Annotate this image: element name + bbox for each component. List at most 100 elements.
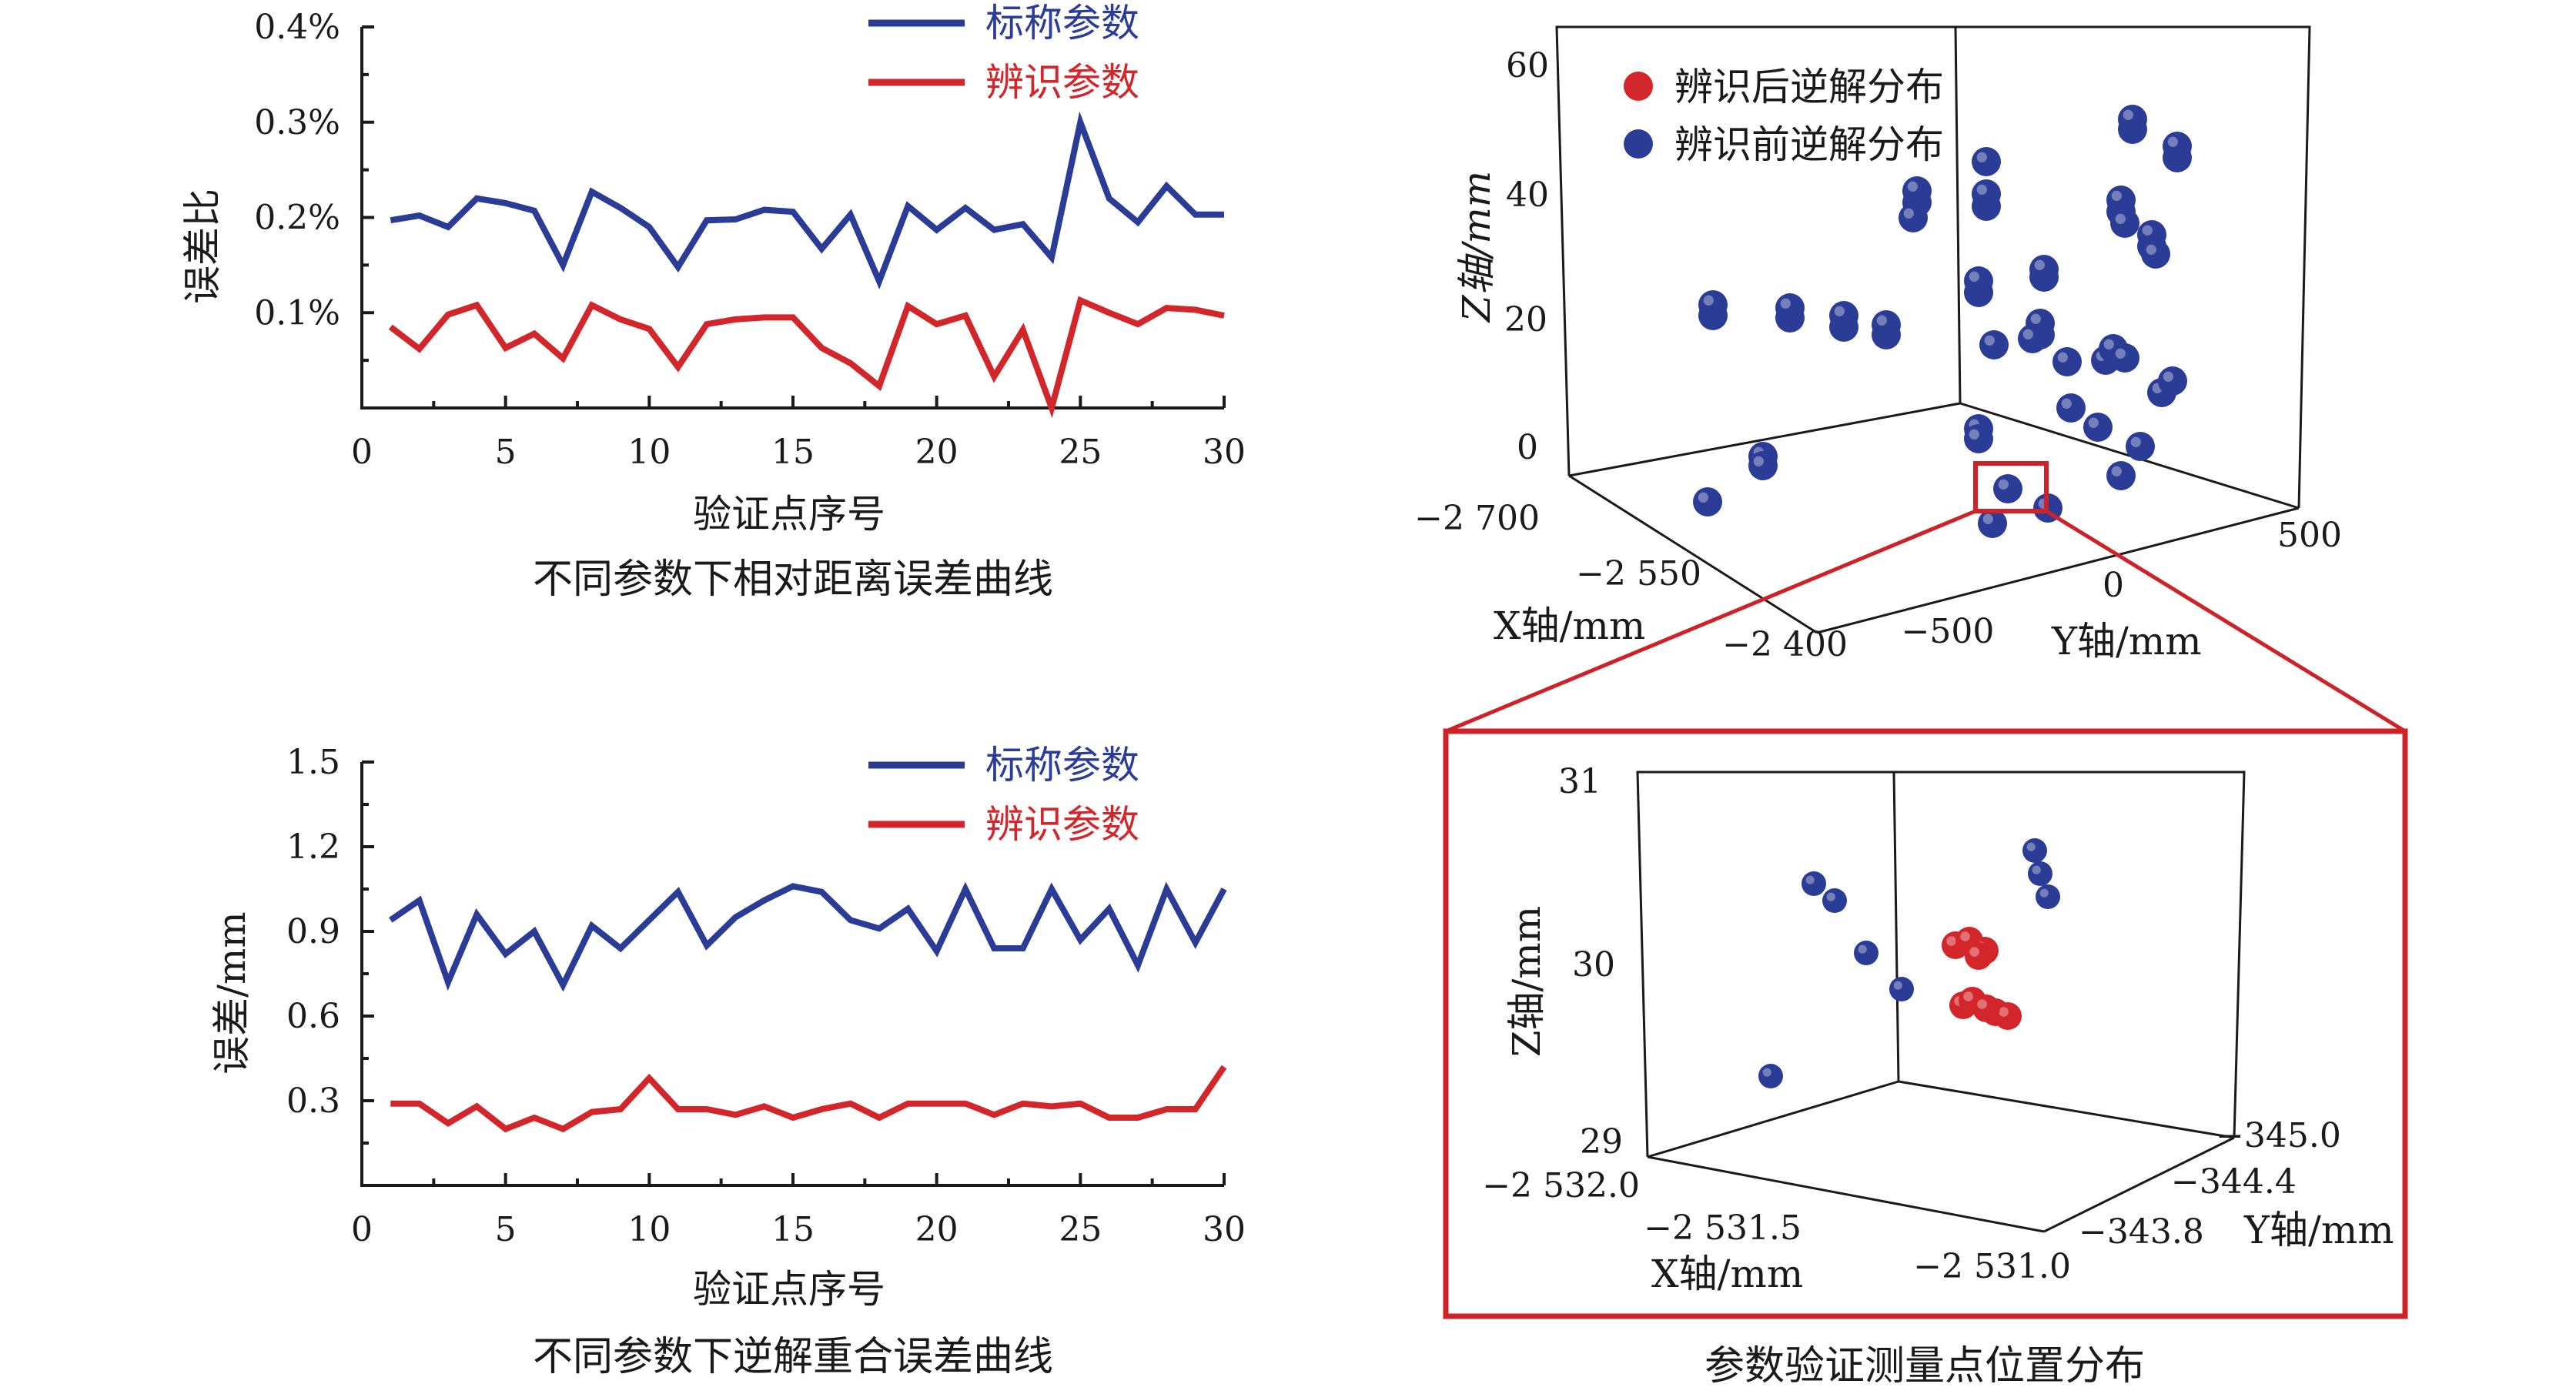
chart2-caption: 不同参数下逆解重合误差曲线: [533, 1334, 1053, 1380]
overview-x-ticks: −2 700 −2 550 −2 400: [1414, 499, 1848, 664]
p2-x-tick-label: 15: [771, 1210, 815, 1249]
overview-z-tick: 60: [1506, 46, 1549, 85]
chart1-y-ticks: 0.1% 0.2% 0.3% 0.4%: [254, 8, 374, 363]
overview-legend-marker-identified: [1624, 72, 1653, 101]
chart1-legend: 标称参数 辨识参数: [868, 1, 1139, 105]
zoom-point-nominal: [2022, 838, 2047, 863]
overview-point-nominal: [1978, 509, 2007, 538]
zoom-point-nominal: [1802, 871, 1826, 896]
distribution-caption: 参数验证测量点位置分布: [1705, 1343, 2145, 1389]
p2-x-tick-label: 5: [495, 1210, 517, 1249]
chart2-legend-label-nominal: 标称参数: [985, 743, 1139, 787]
zoom-y-tick: −345.0: [2216, 1116, 2341, 1155]
zoom-y-axis-label: Y轴/mm: [2243, 1208, 2394, 1252]
chart1-legend-label-identified: 辨识参数: [985, 60, 1139, 105]
p2-series-line-identified: [390, 1065, 1227, 1133]
overview-y-ticks: −500 0 500: [1902, 516, 2342, 651]
overview-z-ticks: 0 20 40 60: [1504, 46, 1549, 467]
p2-y-tick-label: 0.9: [286, 912, 340, 951]
zoom-point-nominal: [1854, 941, 1878, 965]
chart2-x-axis-label: 验证点序号: [693, 1267, 885, 1312]
overview-point-nominal: [1829, 301, 1858, 330]
overview-point-nominal: [2141, 239, 2170, 269]
p1-y-tick-label: 0.2%: [254, 199, 340, 238]
overview-y-tick: 500: [2277, 516, 2342, 555]
p1-x-tick-label: 30: [1203, 433, 1246, 472]
p2-y-tick-label: 0.6: [286, 997, 340, 1036]
overview-point-nominal: [1899, 203, 1928, 232]
inverse-coincidence-error-chart: 0.3 0.6 0.9 1.2 1.5 0 5 10 15 20 25 30 误差/mm 验证点序号…: [209, 743, 1246, 1380]
overview-point-nominal: [2083, 413, 2113, 442]
chart1-caption: 不同参数下相对距离误差曲线: [533, 557, 1053, 603]
zoom-frame: [1443, 728, 2408, 1319]
zoom-x-axis-label: X轴/mm: [1651, 1252, 1803, 1296]
zoom-z-ticks: 29 30 31: [1558, 762, 1623, 1162]
overview-point-nominal: [1693, 487, 1722, 516]
chart2-legend: 标称参数 辨识参数: [868, 743, 1139, 847]
chart2-legend-label-identified: 辨识参数: [985, 802, 1139, 847]
point-distribution-3d-zoom: 29 30 31 Z轴/mm −2 532.0 −2 531.5 −2 531.…: [1443, 728, 2408, 1389]
chart2-y-ticks: 0.3 0.6 0.9 1.2 1.5: [286, 743, 374, 1145]
chart1-x-axis-label: 验证点序号: [693, 492, 885, 537]
overview-point-nominal: [2029, 255, 2059, 284]
p1-x-tick-label: 20: [915, 433, 958, 472]
overview-point-nominal: [2158, 366, 2187, 396]
overview-point-nominal: [2126, 432, 2155, 461]
overview-point-nominal: [2106, 186, 2136, 215]
p2-x-tick-label: 20: [915, 1210, 958, 1249]
p1-y-tick-label: 0.1%: [254, 293, 340, 333]
overview-z-tick: 20: [1504, 300, 1547, 339]
zoom-point-nominal: [2028, 861, 2052, 886]
overview-point-nominal: [1964, 424, 1993, 453]
overview-z-tick: 0: [1517, 428, 1538, 467]
overview-z-tick: 40: [1506, 176, 1549, 215]
zoom-highlight-rect: [1973, 461, 2049, 513]
overview-point-nominal: [2018, 324, 2047, 353]
zoom-y-tick: −344.4: [2171, 1162, 2297, 1202]
overview-x-tick: −2 700: [1414, 499, 1540, 538]
overview-points: [1693, 105, 2192, 538]
zoom-x-tick: −2 531.5: [1644, 1208, 1802, 1248]
overview-point-nominal: [2110, 209, 2139, 238]
chart2-y-axis-label: 误差/mm: [209, 911, 254, 1075]
overview-point-nominal: [1993, 474, 2022, 503]
chart1-series: [388, 111, 1225, 419]
point-distribution-3d-overview: 0 20 40 60 Z轴/mm −2 700 −2 550 −2 400 X轴…: [1414, 25, 2407, 734]
overview-legend-label-nominal: 辨识前逆解分布: [1674, 122, 1944, 167]
zoom-3d-box: [1636, 771, 2246, 1233]
p1-x-tick-label: 25: [1059, 433, 1102, 472]
zoom-point-identified: [1994, 1002, 2022, 1030]
overview-point-nominal: [1775, 293, 1805, 323]
overview-point-nominal: [2118, 105, 2147, 134]
p2-series-line-nominal: [389, 881, 1227, 992]
overview-point-nominal: [1979, 330, 2009, 359]
p1-x-tick-label: 10: [627, 433, 671, 472]
p2-y-tick-label: 0.3: [286, 1081, 340, 1121]
p1-x-tick-label: 15: [771, 433, 815, 472]
zoom-point-nominal: [1889, 977, 1914, 1001]
zoom-x-tick: −2 532.0: [1482, 1166, 1640, 1205]
p2-x-tick-label: 30: [1203, 1210, 1246, 1249]
overview-point-nominal: [2056, 393, 2086, 423]
overview-legend-label-identified: 辨识后逆解分布: [1674, 65, 1944, 109]
zoom-point-identified: [1972, 995, 2000, 1022]
zoom-x-tick: −2 531.0: [1913, 1247, 2071, 1286]
overview-point-nominal: [1748, 451, 1778, 480]
zoom-z-tick: 29: [1580, 1122, 1623, 1162]
overview-point-nominal: [1698, 290, 1728, 319]
overview-point-nominal: [1902, 176, 1932, 206]
p1-series-line-identified: [388, 296, 1225, 419]
overview-point-nominal: [1972, 147, 2001, 176]
overview-point-nominal: [1972, 179, 2001, 209]
overview-z-axis-label: Z轴/mm: [1454, 171, 1499, 323]
p2-x-tick-label: 25: [1059, 1210, 1102, 1249]
zoom-y-ticks: −345.0 −344.4 −343.8: [2079, 1116, 2341, 1252]
overview-y-tick: 0: [2103, 566, 2124, 605]
overview-point-nominal: [2106, 461, 2136, 490]
overview-point-nominal: [1872, 310, 1901, 339]
p1-y-tick-label: 0.3%: [254, 103, 340, 142]
chart2-series: [389, 881, 1227, 1133]
p1-series-line-nominal: [390, 111, 1224, 290]
p1-x-tick-label: 5: [495, 433, 517, 472]
overview-x-tick: −2 550: [1576, 554, 1701, 593]
